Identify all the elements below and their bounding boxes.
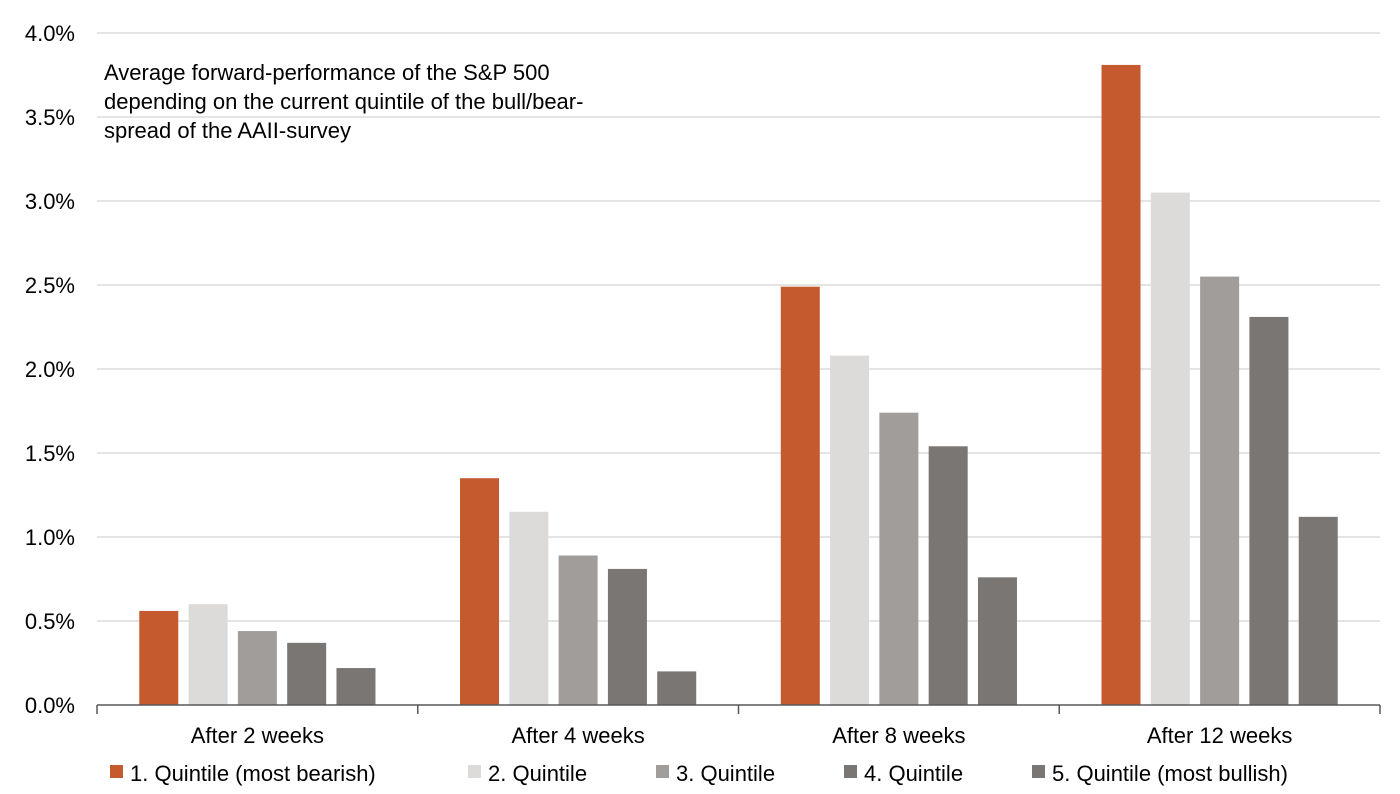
bar bbox=[928, 446, 968, 705]
bar bbox=[657, 671, 697, 705]
bar bbox=[509, 511, 549, 705]
legend-label: 1. Quintile (most bearish) bbox=[130, 761, 376, 786]
x-tick-label: After 8 weeks bbox=[832, 723, 965, 748]
x-tick-label: After 12 weeks bbox=[1147, 723, 1293, 748]
legend-swatch bbox=[844, 765, 857, 778]
legend-label: 5. Quintile (most bullish) bbox=[1052, 761, 1288, 786]
y-tick-label: 2.0% bbox=[25, 357, 75, 382]
y-tick-label: 4.0% bbox=[25, 21, 75, 46]
x-tick-label: After 2 weeks bbox=[191, 723, 324, 748]
legend-swatch bbox=[1032, 765, 1045, 778]
bar bbox=[287, 642, 327, 705]
legend-swatch bbox=[468, 765, 481, 778]
bar bbox=[237, 631, 277, 705]
bar bbox=[830, 355, 870, 705]
y-tick-label: 0.0% bbox=[25, 693, 75, 718]
legend-label: 3. Quintile bbox=[676, 761, 775, 786]
chart-title-line: spread of the AAII-survey bbox=[104, 118, 351, 143]
bar bbox=[780, 286, 820, 705]
legend: 1. Quintile (most bearish) 2. Quintile 3. … bbox=[110, 761, 1288, 786]
bar bbox=[1150, 192, 1190, 706]
y-tick-label: 2.5% bbox=[25, 273, 75, 298]
chart-title: Average forward-performance of the S&P 5… bbox=[104, 60, 583, 143]
bars bbox=[139, 64, 1338, 706]
bar bbox=[558, 555, 598, 705]
legend-swatch bbox=[110, 765, 123, 778]
chart-title-line: depending on the current quintile of the… bbox=[104, 89, 583, 114]
bar bbox=[1298, 516, 1338, 705]
legend-label: 4. Quintile bbox=[864, 761, 963, 786]
y-tick-label: 3.0% bbox=[25, 189, 75, 214]
bar bbox=[1200, 276, 1240, 705]
y-tick-label: 3.5% bbox=[25, 105, 75, 130]
bar bbox=[1249, 316, 1289, 705]
legend-label: 2. Quintile bbox=[488, 761, 587, 786]
bar bbox=[607, 568, 647, 705]
bar bbox=[188, 604, 228, 705]
y-tick-label: 0.5% bbox=[25, 609, 75, 634]
gridlines bbox=[97, 32, 1380, 622]
axes: 0.0% 0.5% 1.0% 1.5% 2.0% 2.5% 3.0% 3.5% 4.0% Afte… bbox=[25, 21, 1381, 748]
bar bbox=[139, 610, 179, 705]
bar bbox=[336, 668, 376, 705]
bar bbox=[460, 478, 500, 705]
legend-swatch bbox=[656, 765, 669, 778]
x-tick-label: After 4 weeks bbox=[511, 723, 644, 748]
bar bbox=[1101, 64, 1141, 706]
y-tick-label: 1.0% bbox=[25, 525, 75, 550]
y-tick-label: 1.5% bbox=[25, 441, 75, 466]
bar bbox=[977, 577, 1017, 705]
chart-title-line: Average forward-performance of the S&P 5… bbox=[104, 60, 550, 85]
bar bbox=[879, 412, 919, 705]
